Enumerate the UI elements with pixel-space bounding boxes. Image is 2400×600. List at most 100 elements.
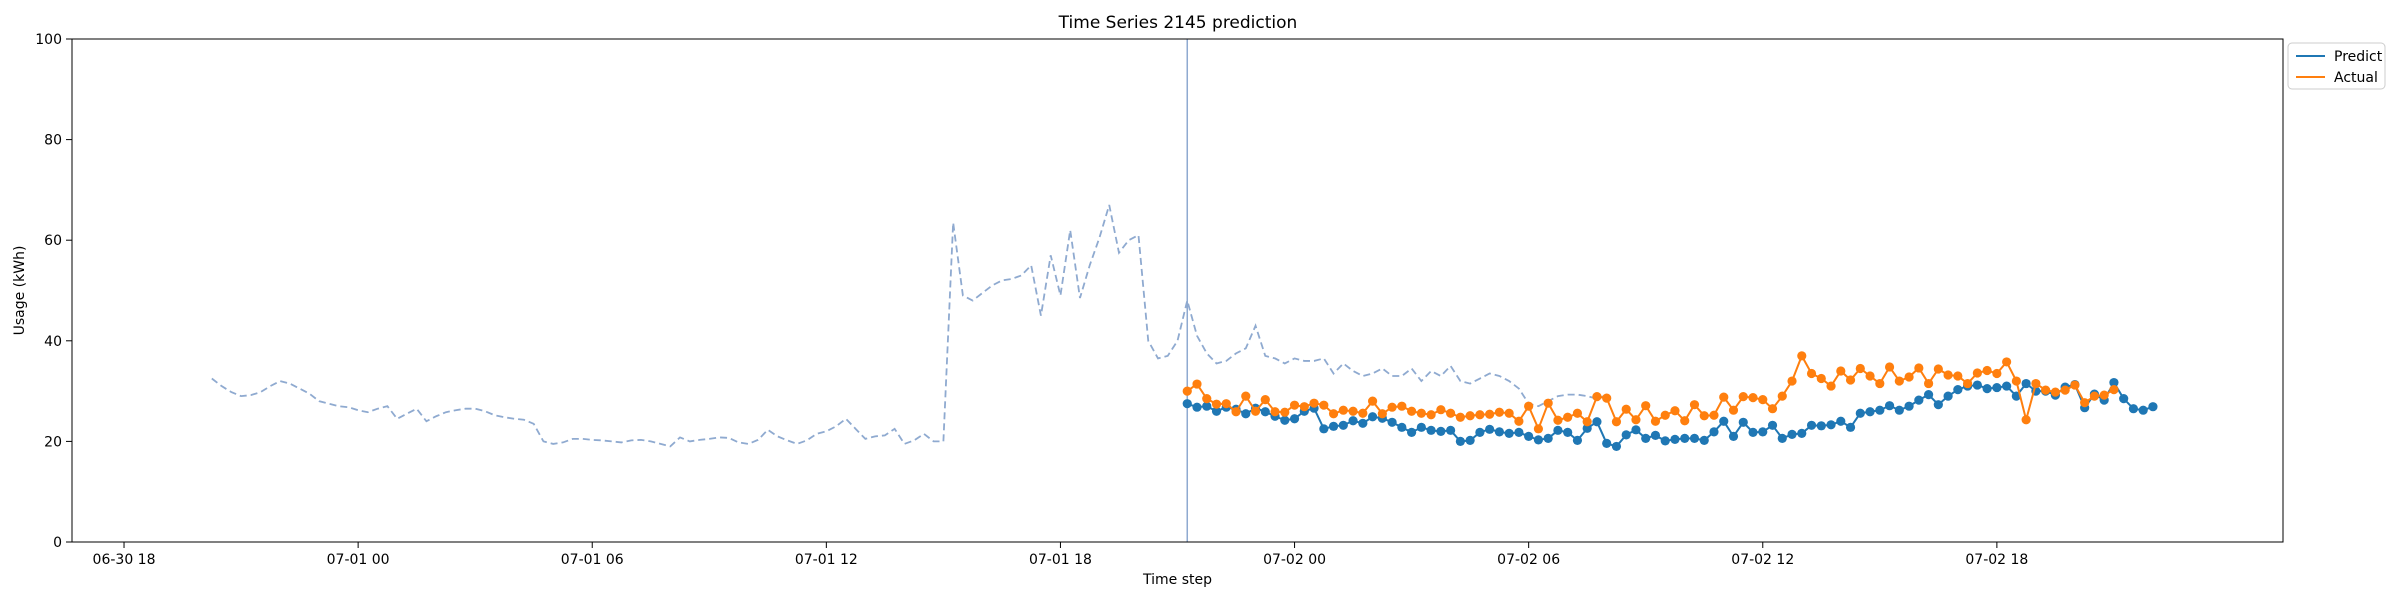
actual-data-point <box>1407 406 1417 416</box>
predict-data-point <box>1699 435 1709 445</box>
chart-title: Time Series 2145 prediction <box>1058 13 1298 33</box>
predict-data-point <box>1319 424 1329 434</box>
actual-data-point <box>1182 386 1192 396</box>
actual-data-point <box>1221 399 1231 409</box>
predict-data-point <box>1689 433 1700 443</box>
actual-data-point <box>1377 409 1387 419</box>
actual-data-point <box>1777 391 1787 401</box>
predict-data-point <box>1280 415 1290 425</box>
y-tick-label: 60 <box>44 233 62 249</box>
actual-data-point <box>1787 376 1797 386</box>
actual-data-point <box>1689 400 1700 410</box>
predict-data-point <box>1855 408 1865 418</box>
actual-data-point <box>1192 379 1202 389</box>
predict-data-point <box>1738 417 1748 427</box>
plot-frame <box>71 38 2284 543</box>
predict-data-point <box>1875 405 1885 415</box>
actual-data-point <box>1367 396 1378 406</box>
actual-data-point <box>1514 416 1524 426</box>
x-axis-title: Time step <box>1142 572 1212 588</box>
predict-data-point <box>1670 434 1680 444</box>
actual-data-point <box>1446 408 1456 418</box>
actual-data-point <box>1982 365 1992 376</box>
predict-data-point <box>1582 423 1592 433</box>
actual-data-point <box>1397 401 1407 411</box>
predict-data-point <box>1407 427 1417 437</box>
actual-data-point <box>1963 378 1973 389</box>
predict-data-point <box>1884 401 1895 411</box>
actual-data-point <box>1436 405 1446 415</box>
predict-data-point <box>2138 405 2148 415</box>
actual-data-point <box>1884 362 1895 372</box>
predict-data-point <box>1426 425 1436 435</box>
actual-data-point <box>1914 363 1924 373</box>
actual-data-point <box>1806 368 1817 379</box>
x-tick-label: 07-01 06 <box>561 552 624 568</box>
predict-series-line <box>1186 380 2154 448</box>
actual-data-point <box>1797 351 1807 361</box>
predict-data-point <box>2128 404 2139 414</box>
predict-data-point <box>1865 407 1875 417</box>
legend-actual-label: Actual <box>2334 70 2378 86</box>
predict-data-point <box>1348 416 1358 426</box>
actual-data-point <box>2021 415 2031 425</box>
actual-series-markers <box>1182 351 2119 434</box>
predict-data-point <box>1592 417 1602 427</box>
predict-data-point <box>1387 417 1397 427</box>
predict-data-point <box>1436 426 1446 436</box>
predict-data-point <box>1475 427 1485 437</box>
predict-data-point <box>1826 420 1836 430</box>
predict-data-point <box>1631 425 1641 435</box>
predict-data-point <box>1533 435 1544 445</box>
predict-data-point <box>1923 390 1934 400</box>
actual-data-point <box>1875 378 1885 389</box>
predict-data-point <box>1767 420 1778 430</box>
actual-data-point <box>1728 405 1739 415</box>
actual-data-point <box>1348 406 1358 416</box>
actual-data-point <box>1553 415 1563 425</box>
actual-data-point <box>1836 366 1846 376</box>
x-tick-label: 07-02 00 <box>1263 552 1326 568</box>
actual-data-point <box>1524 401 1534 411</box>
x-tick-label: 07-01 18 <box>1029 552 1092 568</box>
actual-data-point <box>1582 417 1592 427</box>
y-tick-label: 80 <box>44 133 62 149</box>
actual-data-point <box>1845 375 1856 385</box>
actual-data-point <box>2060 385 2070 395</box>
actual-data-point <box>1904 372 1914 382</box>
actual-data-point <box>1250 406 1261 416</box>
actual-data-point <box>1865 371 1875 381</box>
actual-data-point <box>1309 398 1319 408</box>
actual-data-point <box>1611 417 1622 427</box>
actual-data-point <box>1816 373 1826 384</box>
actual-data-point <box>1241 391 1251 401</box>
predict-data-point <box>1611 441 1622 452</box>
predict-data-point <box>1241 409 1251 419</box>
predict-data-point <box>1455 436 1465 446</box>
actual-data-point <box>1592 392 1602 402</box>
predict-data-point <box>1211 406 1222 416</box>
actual-data-point <box>1455 412 1465 422</box>
plot-area <box>211 39 2158 542</box>
predict-data-point <box>1416 422 1426 432</box>
actual-data-point <box>1767 404 1778 414</box>
actual-data-point <box>1855 363 1865 374</box>
predict-data-point <box>1845 422 1856 432</box>
actual-data-point <box>1680 416 1690 426</box>
predict-data-point <box>2002 381 2012 391</box>
predict-data-point <box>1397 422 1407 432</box>
actual-data-point <box>2080 398 2090 408</box>
y-tick-label: 40 <box>44 334 62 350</box>
predict-data-point <box>1816 421 1826 431</box>
predict-data-point <box>1797 428 1807 438</box>
predict-data-point <box>1514 427 1524 437</box>
predict-data-point <box>1358 418 1368 428</box>
predict-data-point <box>1446 425 1456 435</box>
y-axis: 0 20 40 60 80 100 <box>35 32 72 551</box>
actual-data-point <box>2041 385 2051 395</box>
actual-data-point <box>1699 411 1709 421</box>
actual-data-point <box>1485 409 1495 419</box>
predict-data-point <box>1260 407 1270 417</box>
predict-data-point <box>1758 427 1768 437</box>
actual-data-point <box>2109 384 2119 395</box>
